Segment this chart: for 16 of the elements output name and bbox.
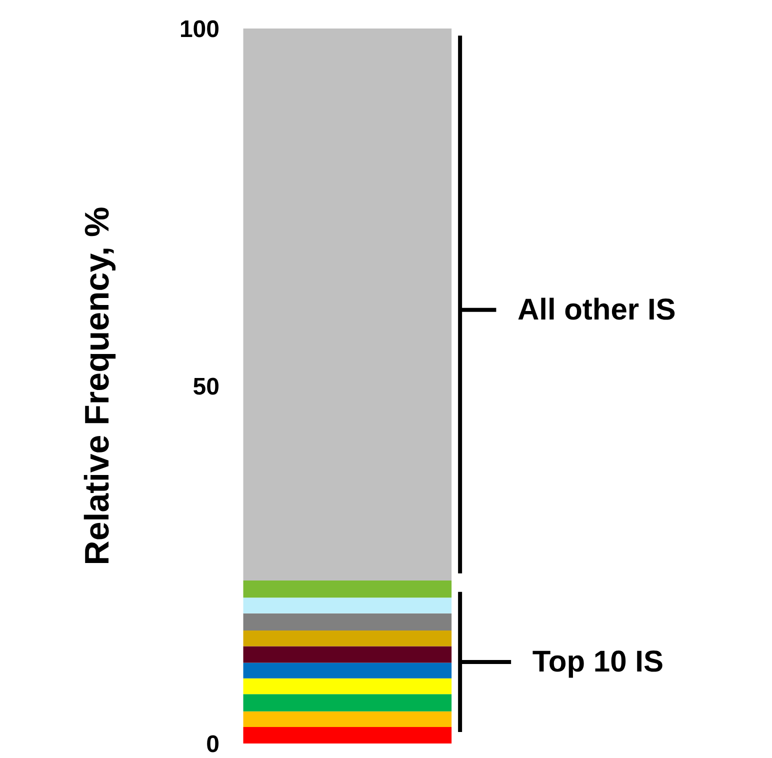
- bar: [243, 694, 452, 712]
- y-tick-label: 50: [192, 374, 220, 400]
- bar: [243, 580, 452, 598]
- y-axis-title: Relative Frequency, %: [78, 206, 116, 566]
- bar: [243, 711, 452, 728]
- bar: [243, 646, 452, 663]
- bar: [243, 678, 452, 694]
- text: Top 10 IS: [532, 645, 664, 678]
- bar: [243, 727, 452, 744]
- y-tick-label: 0: [206, 731, 220, 758]
- bar: [243, 630, 452, 646]
- bar: [243, 662, 452, 678]
- bar: [243, 598, 452, 614]
- y-tick-label: 100: [179, 16, 220, 43]
- bar: [243, 613, 452, 631]
- text: All other IS: [517, 293, 676, 326]
